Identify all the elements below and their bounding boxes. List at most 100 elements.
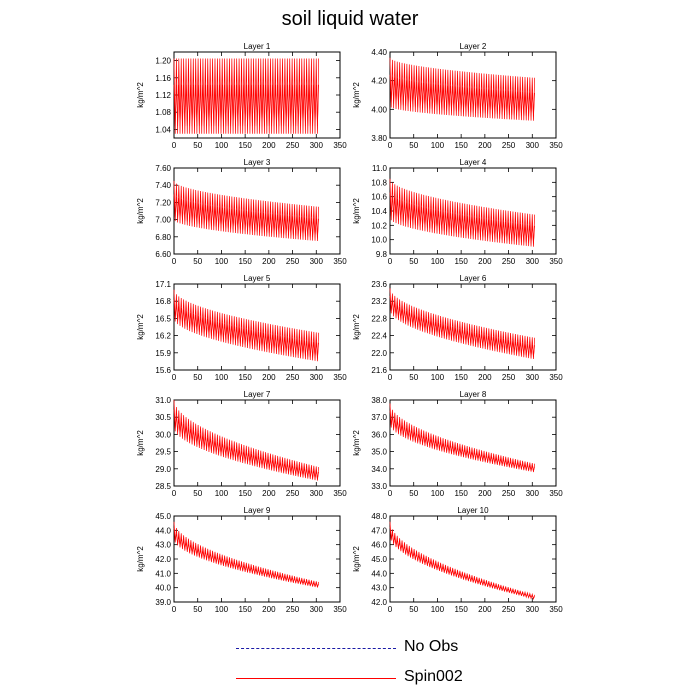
x-tick-label: 150 [454, 257, 468, 266]
x-tick-label: 100 [431, 605, 445, 614]
x-tick-label: 0 [388, 257, 393, 266]
y-tick-label: 4.40 [371, 48, 387, 57]
series-line-spin002 [173, 180, 320, 242]
x-tick-label: 250 [502, 257, 516, 266]
x-tick-label: 150 [454, 373, 468, 382]
x-tick-label: 250 [502, 141, 516, 150]
y-tick-label: 10.4 [371, 207, 387, 216]
chart-panel-layer-5: Layer 5 kg/m^2 0 50 100 150 200 250 300 350 15.6 15… [136, 274, 347, 382]
chart-panel-layer-6: Layer 6 kg/m^2 0 50 100 150 200 250 300 350 21.6 22… [352, 274, 563, 382]
x-tick-label: 0 [172, 141, 177, 150]
y-tick-label: 22.4 [371, 332, 387, 341]
y-tick-label: 17.1 [155, 280, 171, 289]
x-tick-label: 250 [502, 373, 516, 382]
x-tick-label: 100 [215, 373, 229, 382]
x-tick-label: 250 [286, 257, 300, 266]
x-tick-label: 150 [238, 605, 252, 614]
x-tick-label: 50 [193, 373, 202, 382]
series-line-spin002 [173, 289, 320, 362]
series-line-spin002-dense [389, 410, 535, 472]
x-tick-label: 150 [238, 141, 252, 150]
plot-frame [389, 283, 557, 371]
y-tick-label: 4.20 [371, 77, 387, 86]
x-tick-label: 300 [310, 141, 324, 150]
y-tick-label: 22.8 [371, 314, 387, 323]
y-tick-label: 16.5 [155, 314, 171, 323]
x-tick-label: 100 [431, 373, 445, 382]
chart-panel-layer-8: Layer 8 kg/m^2 0 50 100 150 200 250 300 350 33.0 34… [352, 390, 563, 498]
y-tick-label: 10.2 [371, 221, 387, 230]
y-tick-label: 44.0 [155, 526, 171, 535]
x-tick-label: 100 [215, 605, 229, 614]
x-tick-label: 300 [310, 489, 324, 498]
x-tick-label: 150 [238, 257, 252, 266]
x-tick-label: 200 [478, 605, 492, 614]
x-tick-label: 350 [333, 141, 347, 150]
y-tick-label: 40.0 [155, 584, 171, 593]
x-tick-label: 0 [172, 489, 177, 498]
x-tick-label: 200 [478, 257, 492, 266]
series-line-spin002-dense [173, 194, 319, 238]
x-tick-label: 200 [478, 489, 492, 498]
series-line-spin002 [389, 57, 536, 121]
panel-title: Layer 5 [244, 274, 271, 283]
y-tick-label: 21.6 [371, 366, 387, 375]
y-tick-label: 35.0 [371, 448, 387, 457]
x-tick-label: 350 [549, 605, 563, 614]
x-tick-label: 50 [193, 605, 202, 614]
panel-title: Layer 9 [244, 506, 271, 515]
x-tick-label: 50 [409, 373, 418, 382]
y-tick-label: 1.20 [155, 57, 171, 66]
x-tick-label: 100 [215, 489, 229, 498]
panel-title: Layer 4 [460, 158, 487, 167]
x-tick-label: 300 [310, 373, 324, 382]
chart-panel-layer-2: Layer 2 kg/m^2 0 50 100 150 200 250 300 350 3.80 4.… [352, 42, 563, 150]
x-tick-label: 300 [526, 257, 540, 266]
y-tick-label: 23.6 [371, 280, 387, 289]
y-tick-label: 33.0 [371, 482, 387, 491]
y-tick-label: 4.00 [371, 105, 387, 114]
x-tick-label: 50 [409, 489, 418, 498]
y-axis-label: kg/m^2 [136, 314, 145, 340]
x-tick-label: 300 [526, 373, 540, 382]
series-line-spin002 [389, 521, 535, 601]
plot-frame [173, 283, 341, 371]
x-tick-label: 100 [215, 257, 229, 266]
series-line-spin002-dense [389, 74, 535, 117]
y-tick-label: 10.6 [371, 193, 387, 202]
x-tick-label: 300 [526, 605, 540, 614]
y-tick-label: 45.0 [371, 555, 387, 564]
x-tick-label: 150 [454, 605, 468, 614]
y-tick-label: 30.0 [155, 430, 171, 439]
chart-panel-layer-10: Layer 10 kg/m^2 0 50 100 150 200 250 300 350 42.0 4… [352, 506, 563, 614]
x-tick-label: 50 [409, 257, 418, 266]
x-tick-label: 50 [409, 605, 418, 614]
legend-item-no-obs: No Obs [236, 638, 496, 660]
y-tick-label: 46.0 [371, 541, 387, 550]
y-tick-label: 11.0 [372, 164, 388, 173]
series-line-spin002 [389, 403, 536, 473]
chart-panel-layer-7: Layer 7 kg/m^2 0 50 100 150 200 250 300 350 28.5 29… [136, 390, 347, 498]
y-tick-label: 39.0 [155, 598, 171, 607]
x-tick-label: 250 [286, 605, 300, 614]
x-tick-label: 350 [333, 373, 347, 382]
page-title: soil liquid water [281, 8, 419, 30]
x-tick-label: 50 [193, 257, 202, 266]
x-tick-label: 300 [310, 605, 324, 614]
y-tick-label: 29.0 [155, 465, 171, 474]
y-tick-label: 45.0 [155, 512, 171, 521]
y-tick-label: 7.00 [155, 216, 171, 225]
chart-panel-layer-1: Layer 1 kg/m^2 0 50 100 150 200 250 300 350 1.04 1.… [136, 42, 347, 150]
y-tick-label: 7.20 [155, 198, 171, 207]
x-tick-label: 200 [262, 257, 276, 266]
y-tick-label: 47.0 [371, 526, 387, 535]
x-tick-label: 350 [549, 373, 563, 382]
y-tick-label: 44.0 [371, 569, 387, 578]
chart-panel-layer-3: Layer 3 kg/m^2 0 50 100 150 200 250 300 350 6.60 6.… [136, 158, 347, 266]
y-axis-label: kg/m^2 [136, 430, 145, 456]
x-tick-label: 250 [286, 489, 300, 498]
y-tick-label: 34.0 [371, 465, 387, 474]
y-tick-label: 48.0 [371, 512, 387, 521]
x-tick-label: 100 [431, 257, 445, 266]
y-tick-label: 16.2 [155, 332, 171, 341]
